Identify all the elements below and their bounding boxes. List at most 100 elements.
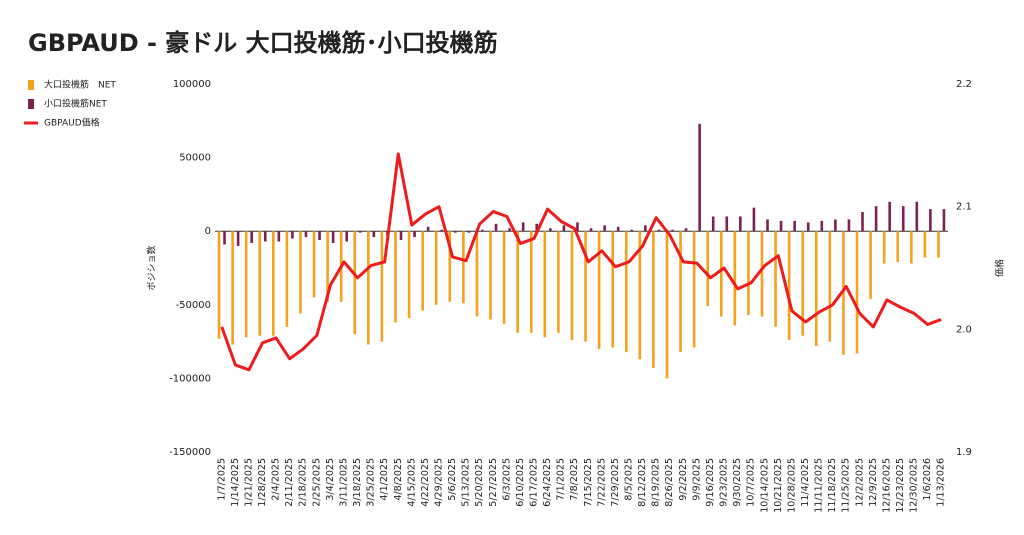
x-tick-label: 6/17/2025 — [528, 458, 539, 507]
bar — [562, 225, 566, 232]
bar — [719, 231, 723, 317]
y2-axis-title: 価格 — [994, 259, 1006, 277]
y2-tick-label: 2.0 — [956, 324, 972, 335]
x-tick-label: 12/16/2025 — [881, 458, 892, 513]
x-tick-label: 11/25/2025 — [841, 458, 852, 513]
x-tick-label: 2/4/2025 — [271, 458, 282, 501]
bar — [820, 220, 824, 232]
bar — [679, 231, 682, 352]
bar — [263, 231, 267, 242]
x-tick-label: 1/14/2025 — [230, 458, 241, 507]
x-tick-label: 4/22/2025 — [420, 458, 431, 507]
bar — [570, 231, 574, 341]
y2-tick-label: 2.2 — [956, 79, 972, 90]
legend-label: GBPAUD価格 — [44, 117, 100, 129]
x-tick-label: 6/24/2025 — [542, 458, 553, 507]
bar — [535, 223, 539, 232]
bar — [711, 216, 715, 232]
bar — [828, 231, 832, 342]
bar — [358, 231, 362, 233]
bar — [630, 229, 634, 232]
x-tick-label: 2/11/2025 — [284, 458, 295, 507]
bar — [475, 231, 479, 317]
bar — [915, 201, 919, 232]
y2-tick-label: 2.1 — [956, 202, 972, 213]
y-tick-label: 50000 — [179, 153, 211, 164]
bar — [910, 231, 913, 264]
bar — [331, 231, 335, 243]
x-tick-label: 4/29/2025 — [433, 458, 444, 507]
bar — [603, 225, 606, 232]
bar — [760, 231, 764, 317]
bar — [616, 226, 620, 232]
x-tick-label: 11/11/2025 — [814, 458, 825, 513]
x-tick-label: 3/11/2025 — [338, 458, 349, 507]
bar — [842, 231, 845, 355]
bar — [421, 231, 424, 311]
x-tick-label: 7/1/2025 — [556, 458, 567, 501]
bar — [529, 231, 533, 333]
x-tick-label: 12/2/2025 — [854, 458, 865, 507]
bar — [861, 212, 864, 232]
x-tick-label: 8/19/2025 — [651, 458, 662, 507]
bar — [244, 231, 248, 338]
bar — [739, 216, 742, 232]
x-tick-label: 8/5/2025 — [624, 458, 635, 501]
x-tick-label: 5/27/2025 — [488, 458, 499, 507]
x-tick-label: 4/1/2025 — [379, 458, 390, 501]
bar — [508, 228, 511, 232]
bar — [774, 231, 777, 327]
x-tick-label: 11/4/2025 — [800, 458, 811, 507]
bar — [223, 231, 226, 245]
bar — [638, 231, 642, 360]
bar — [929, 209, 932, 232]
bar — [652, 231, 655, 369]
bar — [644, 225, 647, 232]
bar — [272, 231, 275, 336]
bar — [855, 231, 859, 354]
bar — [698, 123, 701, 232]
bar — [434, 231, 438, 305]
bar — [494, 223, 498, 232]
bar — [766, 219, 769, 232]
bar — [597, 231, 601, 349]
bar — [372, 231, 376, 238]
bar — [923, 231, 927, 258]
x-tick-label: 7/15/2025 — [583, 458, 594, 507]
bar — [814, 231, 818, 347]
bar — [557, 231, 560, 333]
bar — [521, 222, 525, 232]
bar — [692, 231, 696, 348]
x-tick-label: 9/23/2025 — [719, 458, 730, 507]
x-tick-label: 12/30/2025 — [909, 458, 920, 513]
bar — [277, 231, 281, 242]
bar — [217, 231, 221, 339]
x-tick-label: 8/26/2025 — [664, 458, 675, 507]
bar — [353, 231, 357, 335]
bar — [657, 229, 661, 232]
bar — [665, 231, 669, 379]
bar — [394, 231, 397, 323]
bar — [258, 231, 262, 336]
y-tick-label: -50000 — [176, 300, 211, 311]
legend-swatch — [28, 99, 34, 109]
x-tick-label: 1/6/2026 — [922, 458, 933, 501]
bar — [231, 231, 234, 345]
bar — [747, 231, 750, 316]
bar — [285, 231, 289, 327]
x-tick-label: 1/7/2025 — [216, 458, 227, 501]
x-tick-label: 3/25/2025 — [366, 458, 377, 507]
bar — [481, 229, 484, 232]
x-tick-label: 9/30/2025 — [732, 458, 743, 507]
bar — [584, 231, 587, 342]
bar — [706, 231, 710, 307]
bar — [291, 231, 294, 239]
x-tick-label: 1/13/2026 — [936, 458, 947, 507]
x-tick-label: 1/21/2025 — [243, 458, 254, 507]
x-tick-label: 10/21/2025 — [773, 458, 784, 513]
x-tick-label: 5/13/2025 — [461, 458, 472, 507]
y-axis-title: ボジショ数 — [146, 245, 158, 290]
bar — [793, 220, 796, 232]
x-tick-label: 7/8/2025 — [569, 458, 580, 501]
bar — [806, 222, 810, 232]
